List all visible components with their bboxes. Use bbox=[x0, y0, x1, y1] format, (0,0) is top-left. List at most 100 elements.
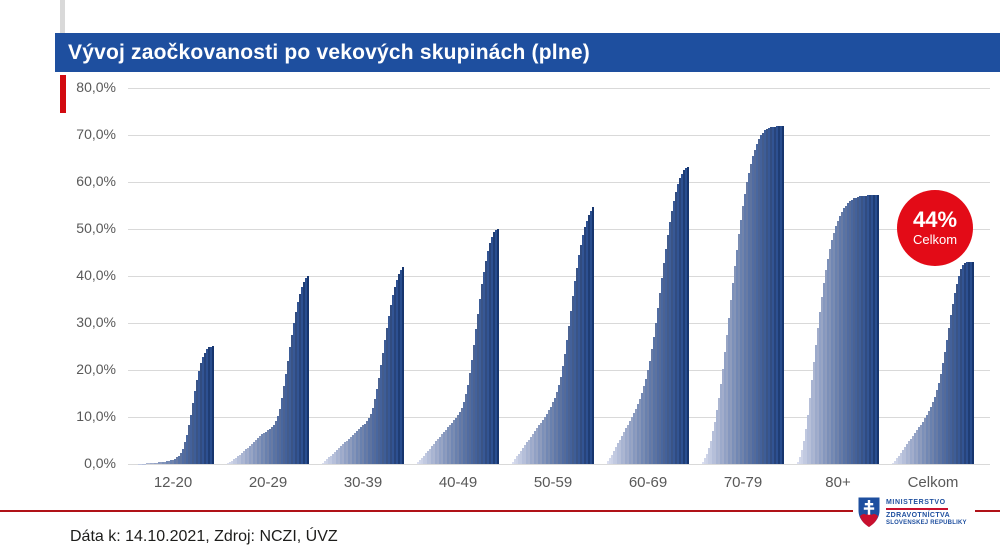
bar bbox=[190, 414, 192, 464]
bar bbox=[212, 345, 214, 464]
bar bbox=[930, 407, 932, 464]
bar bbox=[855, 197, 857, 464]
bar bbox=[305, 277, 307, 464]
bar bbox=[780, 126, 782, 464]
bar bbox=[871, 195, 873, 464]
bar bbox=[637, 403, 639, 464]
bar bbox=[685, 168, 687, 464]
bar bbox=[360, 427, 362, 464]
bar bbox=[918, 427, 920, 464]
bar-group-40-49 bbox=[417, 88, 499, 464]
bar bbox=[467, 385, 469, 464]
bar bbox=[485, 260, 487, 464]
bar bbox=[160, 462, 162, 464]
bar bbox=[673, 200, 675, 464]
bar bbox=[172, 459, 174, 464]
bar bbox=[245, 449, 247, 464]
page-title: Vývoj zaočkovanosti po vekových skupinác… bbox=[68, 40, 590, 64]
bar bbox=[716, 409, 718, 464]
bar bbox=[940, 373, 942, 464]
top-gray-accent-bar bbox=[60, 0, 65, 33]
bar bbox=[778, 126, 780, 464]
bar bbox=[772, 127, 774, 464]
bar bbox=[489, 242, 491, 464]
bar bbox=[934, 396, 936, 464]
bar bbox=[623, 432, 625, 464]
bar bbox=[766, 128, 768, 464]
gridline bbox=[128, 370, 990, 371]
bar bbox=[829, 249, 831, 464]
x-axis-category-label: 70-79 bbox=[723, 474, 763, 491]
bar bbox=[613, 450, 615, 464]
bar bbox=[548, 410, 550, 464]
bar bbox=[257, 438, 259, 464]
bar bbox=[544, 417, 546, 464]
bar bbox=[253, 441, 255, 464]
bar bbox=[481, 284, 483, 464]
bar bbox=[956, 283, 958, 464]
bar bbox=[574, 281, 576, 464]
bar bbox=[839, 215, 841, 464]
bar bbox=[730, 300, 732, 464]
bar bbox=[182, 448, 184, 464]
bar bbox=[827, 259, 829, 464]
bar bbox=[819, 311, 821, 464]
bar bbox=[710, 440, 712, 464]
bar bbox=[463, 401, 465, 464]
bar bbox=[950, 315, 952, 464]
bar bbox=[495, 229, 497, 464]
bar bbox=[568, 325, 570, 464]
bar bbox=[750, 163, 752, 464]
bar bbox=[346, 440, 348, 464]
bar bbox=[615, 447, 617, 464]
bar bbox=[900, 452, 902, 464]
bar bbox=[625, 428, 627, 464]
bar bbox=[748, 172, 750, 464]
bar bbox=[651, 349, 653, 464]
bar bbox=[584, 227, 586, 464]
bar bbox=[295, 312, 297, 464]
bar bbox=[873, 195, 875, 464]
bar bbox=[938, 382, 940, 464]
bar bbox=[861, 195, 863, 464]
bar bbox=[227, 463, 229, 464]
bar bbox=[326, 459, 328, 464]
bar bbox=[580, 244, 582, 464]
bar bbox=[944, 352, 946, 464]
bar bbox=[645, 378, 647, 464]
bar bbox=[241, 453, 243, 464]
bar bbox=[158, 462, 160, 464]
bar bbox=[196, 380, 198, 464]
bar bbox=[392, 295, 394, 464]
bar bbox=[714, 421, 716, 464]
bar bbox=[746, 182, 748, 464]
bar bbox=[514, 459, 516, 464]
bar bbox=[374, 399, 376, 464]
bar bbox=[437, 439, 439, 464]
bar bbox=[520, 450, 522, 464]
bar bbox=[774, 126, 776, 464]
bar bbox=[528, 439, 530, 464]
bar-group-80+ bbox=[797, 88, 879, 464]
bar bbox=[283, 386, 285, 464]
bar bbox=[629, 420, 631, 464]
bar bbox=[958, 275, 960, 464]
bar bbox=[669, 222, 671, 464]
bar bbox=[378, 377, 380, 464]
bar bbox=[954, 292, 956, 464]
bar bbox=[639, 398, 641, 464]
bar bbox=[376, 388, 378, 464]
bar bbox=[370, 413, 372, 464]
bar bbox=[665, 248, 667, 464]
bar bbox=[962, 265, 964, 464]
bar bbox=[380, 365, 382, 464]
bar bbox=[168, 460, 170, 464]
ministry-logo: MINISTERSTVO ZDRAVOTNÍCTVA SLOVENSKEJ RE… bbox=[853, 493, 975, 537]
bar bbox=[744, 193, 746, 464]
bar bbox=[758, 139, 760, 464]
bar bbox=[277, 416, 279, 464]
bar bbox=[419, 460, 421, 464]
bar bbox=[582, 235, 584, 464]
bar bbox=[522, 448, 524, 464]
bar bbox=[564, 354, 566, 464]
